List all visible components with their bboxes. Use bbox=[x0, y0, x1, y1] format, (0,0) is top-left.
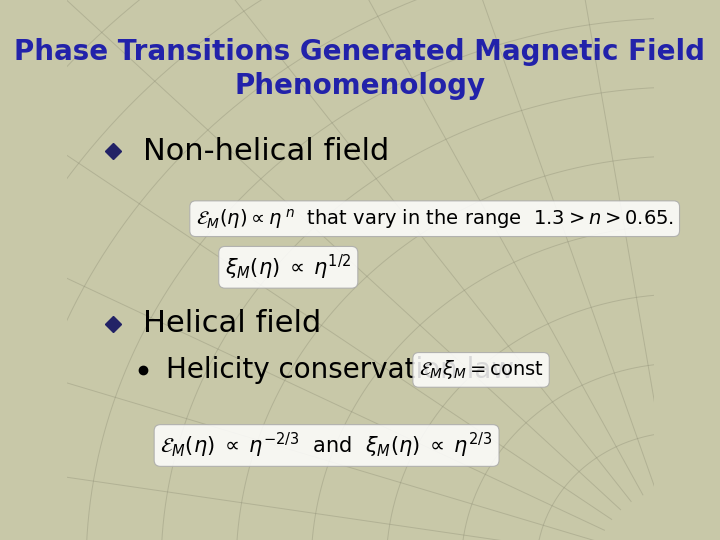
Text: Helical field: Helical field bbox=[143, 309, 321, 339]
Text: Helicity conservation law: Helicity conservation law bbox=[166, 356, 514, 384]
Text: $\mathcal{E}_M(\eta) \propto \eta^{\;n}$  that vary in the range  $1.3 > n > 0.6: $\mathcal{E}_M(\eta) \propto \eta^{\;n}$… bbox=[196, 207, 674, 231]
Text: $\mathcal{E}_M \xi_M = \mathrm{const}$: $\mathcal{E}_M \xi_M = \mathrm{const}$ bbox=[419, 359, 544, 381]
Text: Phase Transitions Generated Magnetic Field
Phenomenology: Phase Transitions Generated Magnetic Fie… bbox=[14, 38, 706, 100]
Text: $\mathcal{E}_M(\eta) \;\propto\; \eta^{-2/3}$  and  $\xi_M(\eta) \;\propto\; \et: $\mathcal{E}_M(\eta) \;\propto\; \eta^{-… bbox=[161, 431, 492, 460]
Text: $\xi_M(\eta) \;\propto\; \eta^{1/2}$: $\xi_M(\eta) \;\propto\; \eta^{1/2}$ bbox=[225, 253, 351, 282]
Text: Non-helical field: Non-helical field bbox=[143, 137, 389, 166]
